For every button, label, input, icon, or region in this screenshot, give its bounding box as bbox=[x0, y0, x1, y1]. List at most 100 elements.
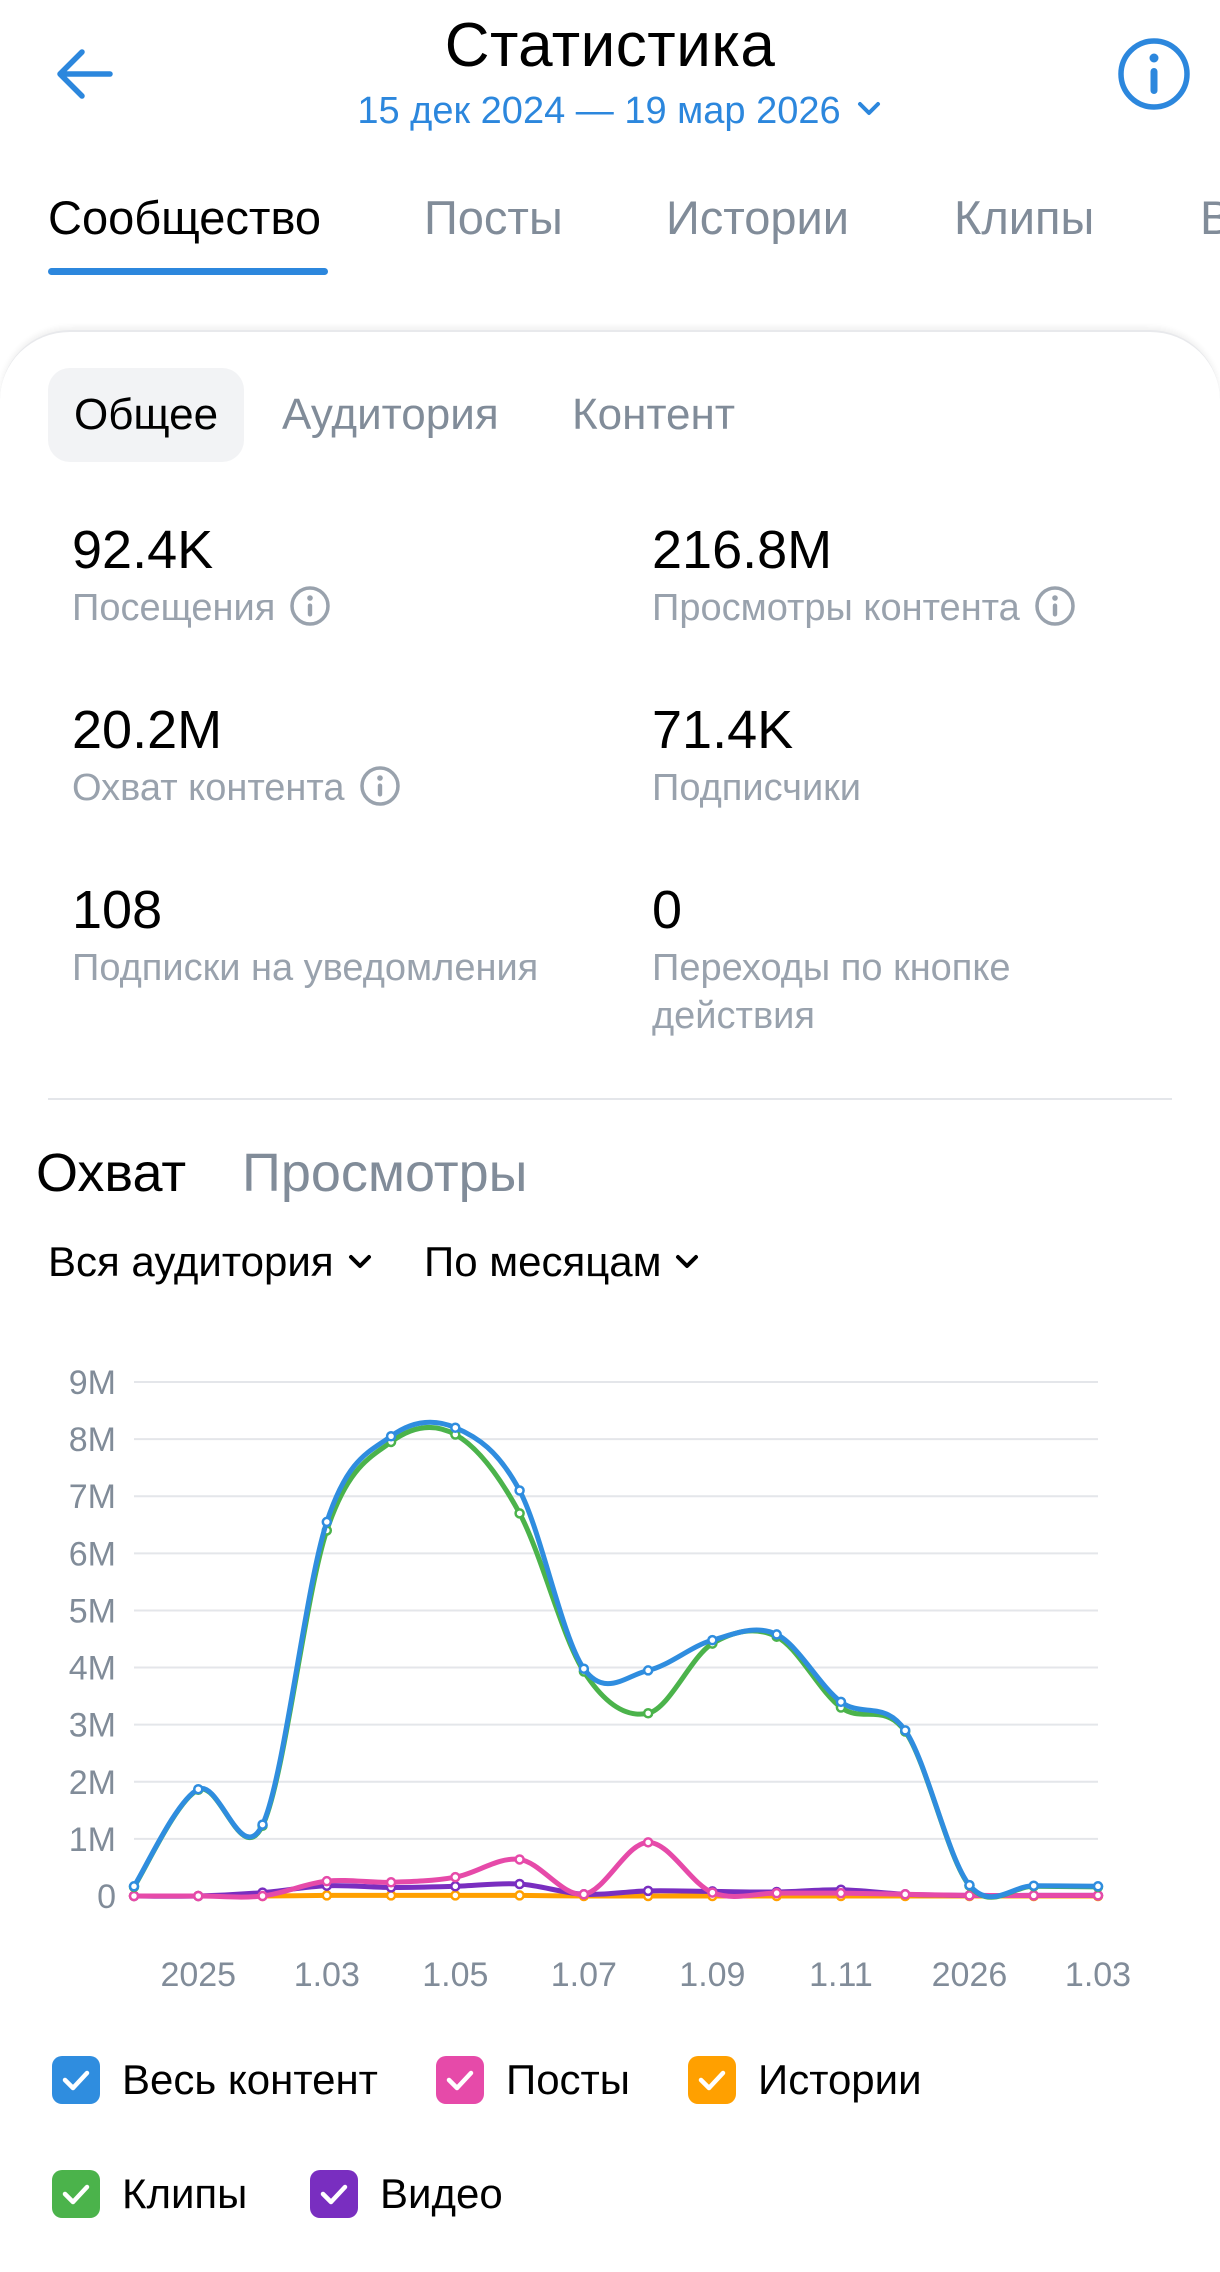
data-point bbox=[578, 1663, 590, 1674]
stats-card bbox=[0, 330, 1220, 2272]
data-point bbox=[193, 1890, 204, 1902]
metric-value: 0 bbox=[652, 880, 683, 940]
legend-label: Клипы bbox=[122, 2170, 248, 2217]
audience-dropdown[interactable]: Вся аудитория bbox=[48, 1238, 372, 1286]
data-point bbox=[1028, 1890, 1039, 1901]
audience-dropdown-label: Вся аудитория bbox=[48, 1238, 334, 1285]
metric-label: Подписки на уведомления bbox=[72, 947, 539, 989]
data-point bbox=[578, 1889, 590, 1900]
metric-label: Посещения bbox=[72, 587, 276, 629]
metric-value: 216.8M bbox=[652, 520, 833, 580]
tab-more[interactable]: В bbox=[1200, 191, 1220, 244]
data-point bbox=[1092, 1881, 1104, 1892]
metric-value: 71.4K bbox=[652, 700, 794, 760]
data-point bbox=[835, 1696, 847, 1708]
tab-community[interactable]: Сообщество bbox=[48, 191, 322, 244]
metric-value: 108 bbox=[72, 880, 163, 940]
info-icon[interactable] bbox=[289, 585, 331, 627]
data-point bbox=[385, 1877, 397, 1888]
chevron-down-icon bbox=[348, 1254, 371, 1268]
series-line bbox=[131, 1419, 1101, 1900]
info-icon[interactable] bbox=[1034, 585, 1076, 627]
data-point bbox=[321, 1516, 333, 1528]
legend-label: Посты bbox=[506, 2056, 630, 2103]
checkbox-checked-icon bbox=[436, 2056, 484, 2104]
reach-chart: 0 1M 2M 3M 4M 5M 6M 7M 8M 9M 2025 1.03 1.05 1.07 1.09 1… bbox=[69, 1364, 1131, 1994]
data-point bbox=[257, 1819, 268, 1830]
grouping-dropdown[interactable]: По месяцам bbox=[424, 1238, 699, 1286]
x-tick-label: 1.05 bbox=[422, 1956, 488, 1994]
data-point bbox=[964, 1890, 975, 1901]
y-tick-label: 8M bbox=[69, 1421, 116, 1459]
subtab-audience[interactable]: Аудитория bbox=[282, 390, 499, 439]
tab-stories[interactable]: Истории bbox=[666, 191, 850, 244]
subtab-content[interactable]: Контент bbox=[572, 390, 735, 439]
subtab-general[interactable]: Общее bbox=[48, 368, 245, 462]
tab-posts[interactable]: Посты bbox=[424, 191, 563, 244]
legend-label: Истории bbox=[758, 2056, 922, 2103]
data-point bbox=[450, 1881, 461, 1892]
data-point bbox=[514, 1878, 525, 1890]
data-point bbox=[835, 1887, 847, 1899]
data-point bbox=[321, 1875, 333, 1887]
x-tick-label: 1.11 bbox=[809, 1956, 873, 1994]
data-point bbox=[128, 1881, 140, 1892]
page-title: Статистика bbox=[444, 11, 776, 80]
back-button[interactable] bbox=[44, 34, 124, 114]
header: Статистика 15 дек 2024 — 19 мар 2026 bbox=[0, 0, 1220, 150]
data-point bbox=[385, 1431, 397, 1442]
data-point bbox=[642, 1707, 654, 1719]
x-tick-label: 1.03 bbox=[294, 1956, 360, 1994]
y-tick-label: 5M bbox=[69, 1592, 116, 1630]
tab-clips[interactable]: Клипы bbox=[954, 191, 1095, 244]
checkbox-checked-icon bbox=[52, 2170, 100, 2218]
y-tick-label: 7M bbox=[69, 1478, 116, 1516]
data-point bbox=[450, 1871, 461, 1883]
checkbox-checked-icon bbox=[688, 2056, 736, 2104]
data-point bbox=[899, 1889, 911, 1900]
chart-tab-reach[interactable]: Охват bbox=[36, 1143, 187, 1203]
legend-video[interactable]: Видео bbox=[310, 2164, 503, 2224]
data-point bbox=[771, 1629, 782, 1640]
data-point bbox=[514, 1890, 525, 1901]
data-point bbox=[899, 1725, 911, 1736]
y-tick-label: 2M bbox=[69, 1764, 116, 1802]
metric-content-views: 216.8M Просмотры контента bbox=[652, 520, 1076, 632]
legend-posts[interactable]: Посты bbox=[436, 2050, 630, 2110]
divider bbox=[48, 1098, 1172, 1100]
legend-label: Видео bbox=[380, 2170, 503, 2217]
data-point bbox=[321, 1890, 333, 1901]
y-tick-label: 9M bbox=[69, 1364, 116, 1402]
metric-label: Охват контента bbox=[72, 767, 345, 809]
metric-subscribers: 71.4K Подписчики bbox=[652, 700, 861, 812]
data-point bbox=[514, 1508, 525, 1519]
metric-label: Просмотры контента bbox=[652, 587, 1020, 629]
data-point bbox=[1092, 1890, 1104, 1901]
y-tick-label: 1M bbox=[69, 1821, 116, 1859]
legend-stories[interactable]: Истории bbox=[688, 2050, 922, 2110]
data-point bbox=[642, 1837, 654, 1848]
legend-clips[interactable]: Клипы bbox=[52, 2164, 247, 2224]
legend-all-content[interactable]: Весь контент bbox=[52, 2050, 378, 2110]
metric-label-line2: действия bbox=[652, 995, 815, 1037]
info-icon bbox=[1118, 38, 1190, 110]
metric-value: 92.4K bbox=[72, 520, 214, 580]
y-tick-label: 4M bbox=[69, 1650, 116, 1688]
info-icon[interactable] bbox=[359, 765, 401, 807]
data-point bbox=[514, 1854, 525, 1865]
data-point bbox=[642, 1665, 654, 1676]
x-tick-label: 2026 bbox=[932, 1956, 1008, 1994]
data-point bbox=[642, 1885, 654, 1897]
checkbox-checked-icon bbox=[52, 2056, 100, 2104]
chevron-down-icon bbox=[857, 101, 880, 115]
data-point bbox=[450, 1890, 461, 1901]
period-selector[interactable]: 15 дек 2024 — 19 мар 2026 bbox=[0, 90, 1220, 133]
info-button[interactable] bbox=[1112, 32, 1196, 116]
period-label: 15 дек 2024 — 19 мар 2026 bbox=[357, 90, 841, 132]
arrow-left-icon bbox=[57, 49, 113, 99]
data-point bbox=[1028, 1880, 1039, 1891]
active-tab-indicator bbox=[48, 268, 328, 275]
chart-tab-views[interactable]: Просмотры bbox=[242, 1143, 528, 1203]
metric-value: 20.2M bbox=[72, 700, 223, 760]
series-line bbox=[131, 1839, 1101, 1900]
